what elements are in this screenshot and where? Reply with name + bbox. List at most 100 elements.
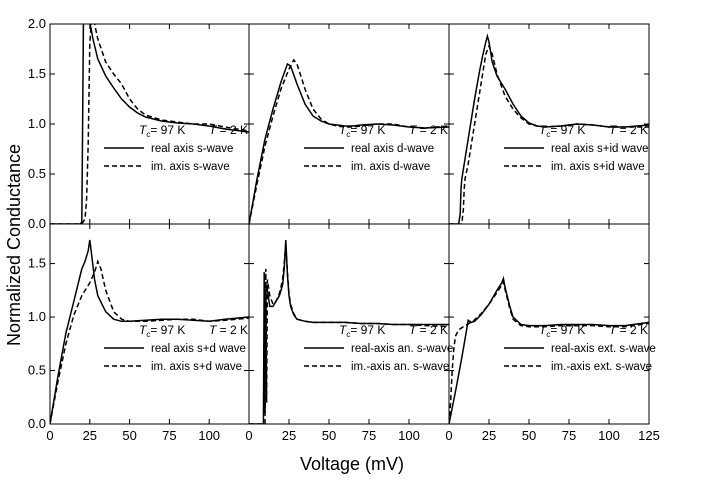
t-annotation: T = 2 K — [209, 323, 248, 337]
x-tick-label: 75 — [162, 428, 176, 443]
series-lines — [449, 275, 649, 424]
x-axis-label: Voltage (mV) — [300, 454, 404, 474]
tc-annotation: Tc= 97 K — [339, 323, 385, 339]
t-symbol: T — [209, 123, 218, 137]
legend-label: real axis s+id wave — [551, 143, 648, 155]
x-tick-label: 75 — [562, 428, 576, 443]
tc-symbol: T — [539, 123, 548, 137]
series-lines — [449, 33, 649, 224]
series-line-imag — [50, 259, 249, 424]
tc-annotation: Tc= 97 K — [539, 323, 585, 339]
tc-subscript: c — [546, 330, 550, 339]
series-line-imag — [249, 244, 449, 424]
t-value: = 2 K — [416, 123, 448, 137]
t-value: = 2 K — [216, 323, 248, 337]
tc-annotation: Tc= 97 K — [539, 123, 585, 139]
tc-symbol: T — [139, 123, 148, 137]
t-symbol: T — [209, 323, 218, 337]
tc-subscript: c — [546, 130, 550, 139]
series-line-imag — [449, 43, 649, 224]
series-line-real — [50, 24, 249, 224]
tc-value: = 97 K — [550, 123, 585, 137]
y-tick-label: 1.5 — [28, 66, 46, 81]
legend-label: real-axis ext. s-wave — [551, 343, 656, 355]
t-value: = 2 K — [216, 123, 248, 137]
t-annotation: T = 2 K — [609, 323, 648, 337]
y-tick-label: 0.5 — [28, 166, 46, 181]
tc-annotation: Tc= 97 K — [139, 323, 185, 339]
x-tick-label: 100 — [398, 428, 420, 443]
chart-panel-bottom-middle: 0 25 50 75 100 Tc= 97 K T = 2 K real-axis an. s… — [245, 223, 453, 443]
y-tick-label: 0.0 — [28, 416, 46, 431]
tc-symbol: T — [539, 323, 548, 337]
legend-label: real-axis an. s-wave — [351, 343, 453, 355]
x-tick-label: 125 — [638, 428, 660, 443]
tc-symbol: T — [139, 323, 148, 337]
t-value: = 2 K — [616, 323, 648, 337]
t-value: = 2 K — [616, 123, 648, 137]
legend-label: im. axis s+d wave — [151, 361, 242, 373]
tc-symbol: T — [339, 123, 348, 137]
x-tick-label: 0 — [46, 428, 53, 443]
tc-subscript: c — [346, 330, 350, 339]
tc-subscript: c — [146, 130, 150, 139]
t-annotation: T = 2 K — [609, 123, 648, 137]
tc-subscript: c — [146, 330, 150, 339]
legend-label: im. axis d-wave — [351, 161, 430, 173]
x-tick-label: 0 — [445, 428, 452, 443]
legend-label: im.-axis ext. s-wave — [551, 361, 652, 373]
tc-annotation: Tc= 97 K — [139, 123, 185, 139]
series-line-imag — [449, 279, 649, 424]
x-tick-label: 25 — [282, 428, 296, 443]
t-symbol: T — [609, 123, 618, 137]
x-tick-label: 50 — [522, 428, 536, 443]
series-line-imag — [50, 24, 249, 224]
y-tick-label: 1.0 — [28, 116, 46, 131]
y-tick-label: 1.5 — [28, 256, 46, 271]
x-tick-label: 50 — [322, 428, 336, 443]
t-annotation: T = 2 K — [209, 123, 248, 137]
x-tick-label: 50 — [122, 428, 136, 443]
tc-value: = 97 K — [350, 123, 385, 137]
x-tick-label: 100 — [598, 428, 620, 443]
y-axis-label: Normalized Conductance — [4, 144, 24, 346]
t-symbol: T — [409, 323, 418, 337]
tc-value: = 97 K — [150, 123, 185, 137]
series-line-imag — [249, 58, 449, 224]
legend-label: im. axis s-wave — [151, 161, 230, 173]
t-symbol: T — [409, 123, 418, 137]
tc-annotation: Tc= 97 K — [339, 123, 385, 139]
t-symbol: T — [609, 323, 618, 337]
x-tick-label: 75 — [362, 428, 376, 443]
legend-label: im.-axis an. s-wave — [351, 361, 449, 373]
tc-value: = 97 K — [550, 323, 585, 337]
y-tick-label: 0.5 — [28, 363, 46, 378]
t-annotation: T = 2 K — [409, 323, 448, 337]
series-line-real — [449, 33, 649, 224]
x-tick-label: 0 — [245, 428, 252, 443]
y-tick-label: 1.0 — [28, 309, 46, 324]
legend-label: real axis s+d wave — [151, 343, 246, 355]
y-tick-label: 2.0 — [28, 16, 46, 31]
tc-value: = 97 K — [350, 323, 385, 337]
legend-label: real axis s-wave — [151, 143, 233, 155]
tc-value: = 97 K — [150, 323, 185, 337]
x-tick-label: 25 — [83, 428, 97, 443]
legend-label: real axis d-wave — [351, 143, 434, 155]
t-annotation: T = 2 K — [409, 123, 448, 137]
series-lines — [249, 239, 449, 424]
tc-subscript: c — [346, 130, 350, 139]
x-tick-label: 100 — [198, 428, 220, 443]
y-tick-label: 0.0 — [28, 216, 46, 231]
t-value: = 2 K — [416, 323, 448, 337]
legend-label: im. axis s+id wave — [551, 161, 645, 173]
x-tick-label: 25 — [482, 428, 496, 443]
series-lines — [50, 24, 249, 224]
